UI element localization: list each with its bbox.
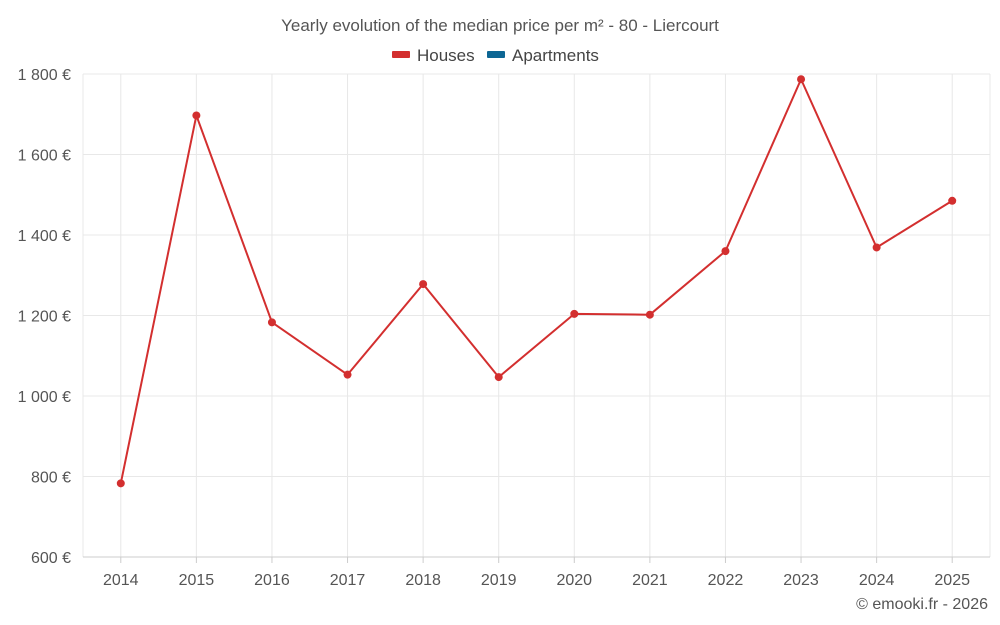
y-tick-label: 1 000 € [18, 389, 71, 406]
x-tick-label: 2016 [254, 572, 290, 589]
data-point-houses-2015[interactable] [192, 111, 201, 120]
data-point-houses-2020[interactable] [570, 309, 579, 318]
axes: 600 € 800 € 1 000 € 1 200 € 1 400 € 1 600 € 1 … [18, 67, 990, 589]
data-point-houses-2021[interactable] [645, 310, 654, 319]
legend: Houses Apartments [392, 46, 599, 65]
legend-label-houses[interactable]: Houses [417, 46, 475, 65]
x-tick-label: 2024 [859, 572, 895, 589]
x-tick-label: 2022 [708, 572, 744, 589]
y-tick-label: 1 400 € [18, 228, 71, 245]
x-tick-label: 2014 [103, 572, 139, 589]
chart-title: Yearly evolution of the median price per… [281, 16, 719, 35]
data-point-houses-2024[interactable] [872, 243, 881, 252]
y-tick-label: 1 600 € [18, 148, 71, 165]
data-point-houses-2023[interactable] [797, 75, 806, 84]
x-tick-label: 2015 [179, 572, 215, 589]
grid [82, 73, 991, 557]
series [116, 75, 957, 488]
credit-text: © emooki.fr - 2026 [856, 596, 988, 613]
data-point-houses-2016[interactable] [267, 318, 276, 327]
legend-swatch-houses [392, 51, 410, 58]
data-point-houses-2017[interactable] [343, 370, 352, 379]
data-point-houses-2019[interactable] [494, 373, 503, 382]
legend-label-apartments[interactable]: Apartments [512, 46, 599, 65]
y-tick-label: 800 € [31, 470, 71, 487]
x-tick-label: 2018 [405, 572, 441, 589]
data-point-houses-2018[interactable] [419, 280, 428, 289]
legend-swatch-apartments [487, 51, 505, 58]
x-tick-label: 2021 [632, 572, 668, 589]
x-tick-label: 2020 [556, 572, 592, 589]
x-tick-label: 2017 [330, 572, 366, 589]
series-line-houses [119, 78, 953, 484]
data-point-houses-2025[interactable] [948, 196, 957, 205]
y-tick-label: 600 € [31, 550, 71, 567]
data-point-houses-2014[interactable] [116, 479, 125, 488]
y-tick-label: 1 800 € [18, 67, 71, 84]
x-tick-label: 2025 [934, 572, 970, 589]
y-tick-label: 1 200 € [18, 309, 71, 326]
x-tick-label: 2019 [481, 572, 517, 589]
data-point-houses-2022[interactable] [721, 247, 730, 256]
x-tick-label: 2023 [783, 572, 819, 589]
